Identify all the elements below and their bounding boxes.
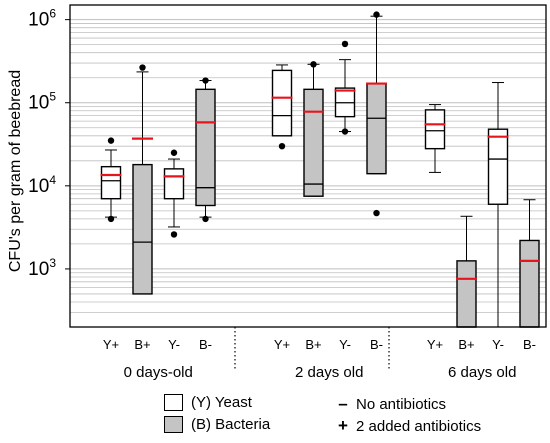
plot-frame [69, 4, 547, 328]
box-2-Yminus [487, 82, 509, 328]
outlier-point [202, 215, 209, 223]
group-label: 6 days old [448, 364, 516, 381]
box-iqr [195, 88, 216, 207]
category-label: Y+ [427, 337, 443, 352]
outlier-point [373, 11, 380, 18]
box-1-Yplus [271, 64, 293, 150]
box-iqr [424, 109, 446, 150]
outlier-point [341, 40, 349, 48]
box-iqr [519, 239, 540, 328]
outlier-point [170, 231, 178, 238]
outlier-point [373, 209, 380, 217]
legend-no-antibiotics-label: No antibiotics [356, 395, 447, 413]
box-iqr [366, 82, 387, 175]
y-axis-label: CFU's per gram of beebread [7, 70, 24, 272]
category-label: Y- [339, 337, 351, 352]
category-label: B- [370, 337, 383, 352]
minus-symbol: – [338, 394, 348, 413]
legend-item-no-antibiotics: – No antibiotics [336, 394, 446, 414]
box-0-Bplus [132, 64, 153, 295]
category-label: Y- [168, 337, 180, 352]
category-label: B+ [134, 337, 150, 352]
outlier-point [202, 77, 209, 84]
category-label: Y+ [103, 337, 119, 352]
y-tick-label: 105 [28, 90, 56, 114]
box-1-Yminus [334, 40, 356, 135]
y-tick-label: 103 [28, 256, 56, 280]
y-tick-label: 104 [28, 173, 56, 197]
outlier-point [139, 64, 146, 71]
box-2-Yplus [424, 104, 446, 173]
group-label: 0 days-old [124, 364, 193, 381]
outlier-point [341, 128, 349, 135]
outlier-point [170, 149, 178, 156]
outlier-point [107, 215, 115, 223]
outlier-point [310, 61, 317, 68]
category-label: Y+ [274, 337, 290, 352]
y-tick-label: 106 [28, 7, 56, 31]
box-iqr [271, 69, 293, 137]
legend-item-yeast: (Y) Yeast [164, 394, 252, 411]
bacteria-swatch [164, 416, 183, 433]
category-label: B+ [458, 337, 474, 352]
box-1-Bminus [366, 11, 387, 217]
box-0-Yminus [163, 149, 185, 238]
category-label: Y- [492, 337, 504, 352]
box-1-Bplus [303, 61, 324, 197]
outlier-point [107, 137, 115, 144]
category-label: B- [523, 337, 536, 352]
group-label: 2 days old [295, 364, 363, 381]
legend-antibiotics-label: 2 added antibiotics [356, 417, 482, 435]
box-iqr [303, 88, 324, 197]
box-iqr [163, 168, 185, 200]
box-2-Bplus [456, 215, 477, 328]
plus-symbol: + [338, 416, 348, 435]
outlier-point [278, 142, 286, 150]
box-iqr [132, 163, 153, 295]
legend-bacteria-label: (B) Bacteria [191, 416, 271, 433]
box-0-Bminus [195, 77, 216, 223]
legend-yeast-label: (Y) Yeast [191, 394, 252, 411]
legend-item-bacteria: (B) Bacteria [164, 416, 270, 433]
category-label: B+ [305, 337, 321, 352]
legend: (Y) Yeast (B) Bacteria – No antibiotics … [0, 392, 550, 438]
box-iqr [487, 128, 509, 205]
yeast-swatch [164, 394, 183, 411]
box-2-Bminus [519, 199, 540, 328]
box-0-Yplus [100, 137, 122, 223]
category-label: B- [199, 337, 212, 352]
box-iqr [456, 260, 477, 328]
legend-item-antibiotics: + 2 added antibiotics [336, 416, 481, 436]
box-iqr [100, 165, 122, 200]
